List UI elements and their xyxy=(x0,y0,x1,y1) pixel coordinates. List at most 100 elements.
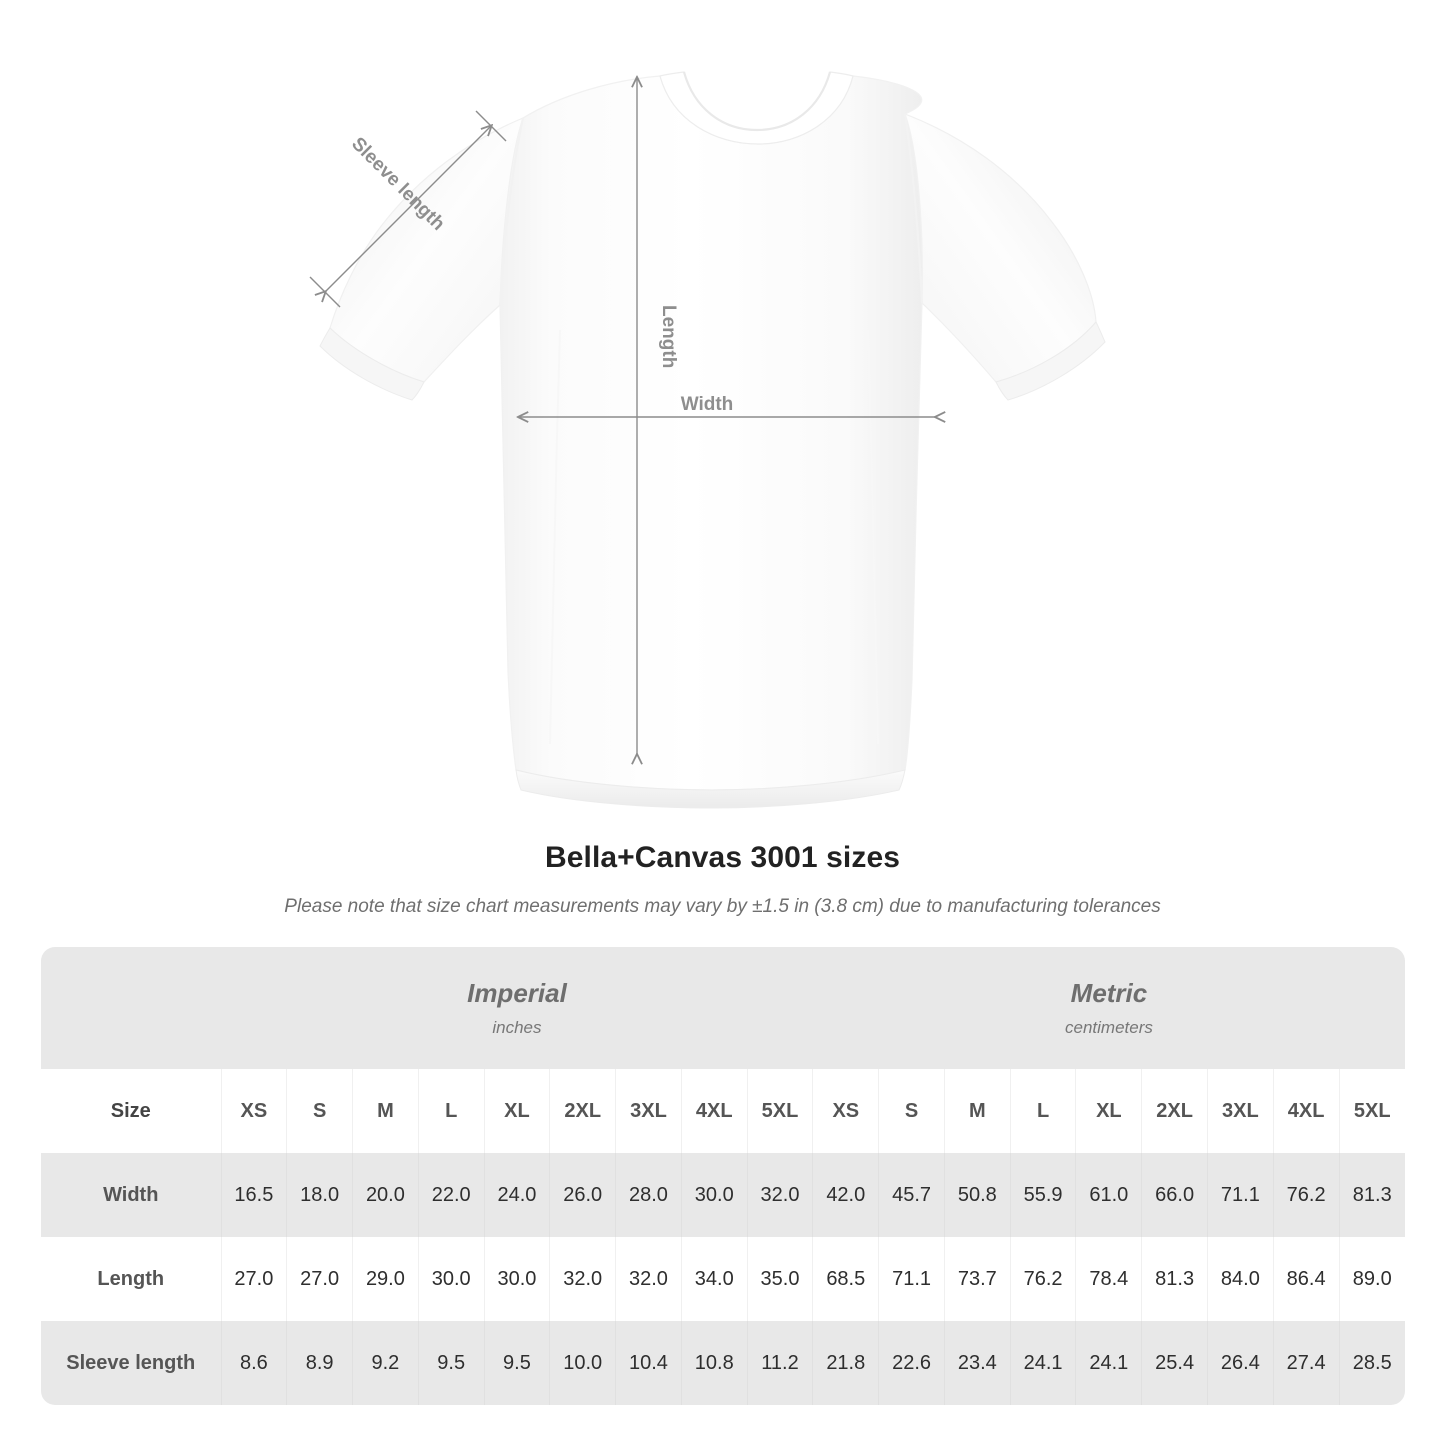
table-cell: 81.3 xyxy=(1141,1237,1208,1321)
title-block: Bella+Canvas 3001 sizes Please note that… xyxy=(0,840,1445,919)
size-header-cell: XS xyxy=(812,1069,879,1153)
sleeve-length-arrow xyxy=(325,126,491,292)
table-cell: 24.1 xyxy=(1009,1321,1076,1405)
length-label: Length xyxy=(658,305,679,368)
table-cell: 27.0 xyxy=(220,1237,287,1321)
size-header-cell: XL xyxy=(483,1069,550,1153)
table-cell: 22.0 xyxy=(417,1153,485,1237)
table-row: Length 27.0 27.0 29.0 30.0 30.0 32.0 32.… xyxy=(41,1237,1405,1321)
unit-group-metric-sub: centimeters xyxy=(1065,1017,1153,1037)
size-header-cell: 5XL xyxy=(1338,1069,1405,1153)
table-cell: 35.0 xyxy=(746,1237,813,1321)
row-label: Width xyxy=(41,1153,221,1237)
width-measure: Width xyxy=(519,394,936,417)
table-cell: 27.0 xyxy=(286,1237,353,1321)
page-title: Bella+Canvas 3001 sizes xyxy=(544,841,901,874)
table-cell: 30.0 xyxy=(483,1237,550,1321)
table-cell: 18.0 xyxy=(286,1153,353,1237)
table-cell: 21.8 xyxy=(812,1321,879,1405)
size-table: Imperial inches Metric centimeters Size … xyxy=(41,947,1405,1405)
table-cell: 22.6 xyxy=(878,1321,945,1405)
table-cell: 76.2 xyxy=(1009,1237,1076,1321)
table-cell: 20.0 xyxy=(352,1153,419,1237)
table-cell: 42.0 xyxy=(812,1153,879,1237)
size-header-cell: 3XL xyxy=(1207,1069,1274,1153)
table-cell: 68.5 xyxy=(812,1237,879,1321)
size-header-cell: M xyxy=(943,1069,1011,1153)
width-label: Width xyxy=(681,394,734,415)
table-cell: 8.6 xyxy=(220,1321,287,1405)
row-label: Length xyxy=(41,1237,221,1321)
unit-group-metric: Metric centimeters xyxy=(812,947,1405,1069)
table-cell: 71.1 xyxy=(878,1237,945,1321)
table-cell: 30.0 xyxy=(417,1237,485,1321)
unit-group-imperial-sub: inches xyxy=(492,1017,542,1037)
size-header-cell: XS xyxy=(220,1069,287,1153)
table-cell: 61.0 xyxy=(1075,1153,1142,1237)
tshirt-illustration xyxy=(319,71,1106,809)
table-cell: 32.0 xyxy=(549,1237,616,1321)
tolerance-note: Please note that size chart measurements… xyxy=(284,896,1161,917)
table-cell: 8.9 xyxy=(286,1321,353,1405)
size-header-cell: 5XL xyxy=(746,1069,813,1153)
table-cell: 66.0 xyxy=(1141,1153,1208,1237)
size-header-cell: L xyxy=(1009,1069,1076,1153)
table-cell: 55.9 xyxy=(1009,1153,1076,1237)
size-header-cell: 2XL xyxy=(1141,1069,1208,1153)
size-header-cell: XL xyxy=(1075,1069,1142,1153)
table-cell: 29.0 xyxy=(352,1237,419,1321)
table-cell: 81.3 xyxy=(1338,1153,1405,1237)
unit-band-row: Imperial inches Metric centimeters xyxy=(41,947,1405,1069)
table-cell: 32.0 xyxy=(746,1153,813,1237)
table-cell: 23.4 xyxy=(943,1321,1011,1405)
row-label: Sleeve length xyxy=(41,1321,221,1405)
table-cell: 30.0 xyxy=(680,1153,748,1237)
table-cell: 45.7 xyxy=(878,1153,945,1237)
unit-group-metric-name: Metric xyxy=(1070,977,1148,1008)
table-cell: 84.0 xyxy=(1207,1237,1274,1321)
table-cell: 71.1 xyxy=(1207,1153,1274,1237)
table-cell: 10.4 xyxy=(615,1321,682,1405)
table-cell: 24.0 xyxy=(483,1153,550,1237)
table-row: Sleeve length 8.6 8.9 9.2 9.5 9.5 10.0 1… xyxy=(41,1321,1405,1405)
size-header-row: Size XS S M L XL 2XL 3XL 4XL 5XL XS S M … xyxy=(41,1069,1405,1153)
table-cell: 9.5 xyxy=(483,1321,550,1405)
table-cell: 78.4 xyxy=(1075,1237,1142,1321)
table-cell: 9.2 xyxy=(352,1321,419,1405)
unit-group-imperial: Imperial inches xyxy=(221,947,813,1069)
table-cell: 34.0 xyxy=(680,1237,748,1321)
unit-band-spacer xyxy=(41,947,221,1069)
size-header-cell: L xyxy=(417,1069,485,1153)
table-cell: 24.1 xyxy=(1075,1321,1142,1405)
table-cell: 16.5 xyxy=(220,1153,287,1237)
table-cell: 10.8 xyxy=(680,1321,748,1405)
table-cell: 76.2 xyxy=(1272,1153,1340,1237)
table-cell: 32.0 xyxy=(615,1237,682,1321)
row-label-header: Size xyxy=(41,1069,221,1153)
table-cell: 50.8 xyxy=(943,1153,1011,1237)
table-cell: 10.0 xyxy=(549,1321,616,1405)
table-cell: 28.0 xyxy=(615,1153,682,1237)
table-cell: 73.7 xyxy=(943,1237,1011,1321)
size-header-cell: 4XL xyxy=(680,1069,748,1153)
sleeve-tick-top xyxy=(475,110,507,142)
table-cell: 27.4 xyxy=(1272,1321,1340,1405)
table-cell: 25.4 xyxy=(1141,1321,1208,1405)
table-cell: 26.0 xyxy=(549,1153,616,1237)
table-row: Width 16.5 18.0 20.0 22.0 24.0 26.0 28.0… xyxy=(41,1153,1405,1237)
size-table-wrap: Imperial inches Metric centimeters Size … xyxy=(41,947,1405,1405)
size-header-cell: M xyxy=(352,1069,419,1153)
unit-group-imperial-name: Imperial xyxy=(467,977,567,1008)
table-cell: 89.0 xyxy=(1338,1237,1405,1321)
size-header-cell: S xyxy=(878,1069,945,1153)
table-cell: 9.5 xyxy=(417,1321,485,1405)
table-cell: 26.4 xyxy=(1207,1321,1274,1405)
table-cell: 28.5 xyxy=(1338,1321,1405,1405)
size-header-cell: 2XL xyxy=(549,1069,616,1153)
table-cell: 11.2 xyxy=(746,1321,813,1405)
size-header-cell: 4XL xyxy=(1272,1069,1340,1153)
tshirt-measurement-diagram: Sleeve length Length Width xyxy=(309,71,1106,809)
size-header-cell: S xyxy=(286,1069,353,1153)
table-cell: 86.4 xyxy=(1272,1237,1340,1321)
